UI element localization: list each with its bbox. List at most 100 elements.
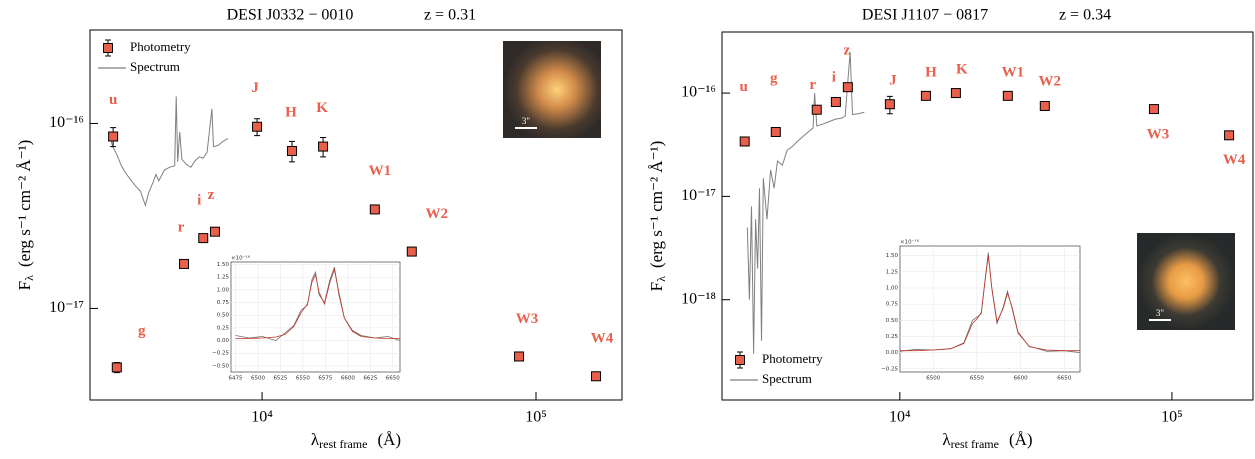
- band-label: W4: [591, 331, 614, 347]
- inset-y-tick-label: 1.50: [217, 262, 230, 268]
- x-label-unit: (Å): [1009, 430, 1033, 449]
- photometry-point: [1224, 130, 1235, 141]
- band-label: J: [251, 80, 259, 96]
- photometry-point: [111, 362, 122, 373]
- photometry-point: [830, 96, 841, 107]
- y-label-subscript: λ: [654, 276, 668, 282]
- y-label-unit: (erg s⁻¹ cm⁻² Å⁻¹): [15, 140, 34, 267]
- band-label: g: [138, 323, 146, 339]
- photometry-point: [252, 121, 263, 132]
- inset-x-tick-label: 6500: [926, 376, 940, 382]
- x-label-symbol: λ: [942, 430, 951, 449]
- y-tick-label: 10⁻¹⁶: [681, 84, 716, 101]
- inset-y-tick-label: −0.25: [881, 366, 898, 372]
- inset-x-tick-label: 6500: [251, 376, 265, 382]
- x-axis-label: λrest frame (Å): [942, 430, 1032, 451]
- inset-line: [900, 255, 1080, 352]
- inset-x-tick-label: 6625: [363, 376, 377, 382]
- band-label: i: [197, 193, 201, 209]
- band-label: g: [770, 70, 778, 86]
- band-label: W4: [1223, 152, 1246, 168]
- band-label: W3: [516, 311, 539, 327]
- inset-y-tick-label: 0.00: [886, 350, 899, 356]
- x-axis-label: λrest frame (Å): [311, 430, 401, 451]
- photometry-point: [198, 233, 209, 244]
- band-label: r: [178, 219, 185, 235]
- inset-y-tick-label: 0.25: [217, 325, 230, 331]
- chart-title: DESI J0332 − 0010: [227, 7, 354, 24]
- x-tick-label: 10⁴: [251, 409, 273, 426]
- galaxy-thumbnail: [503, 41, 601, 138]
- inset: 6500 6550 6600 6650 −0.25 0.00 0.25 0.50 0.75 1.0…: [881, 239, 1081, 382]
- inset-x-tick-label: 6575: [318, 376, 332, 382]
- photometry-point: [1039, 100, 1050, 111]
- chart-title: DESI J1107 − 0817: [862, 7, 988, 24]
- band-label: J: [889, 73, 897, 89]
- galaxy-thumbnail: [1137, 233, 1235, 330]
- spectrum-line: [746, 51, 865, 354]
- legend-marker: [103, 43, 113, 53]
- band-label: W1: [1002, 64, 1025, 80]
- photometry-point: [739, 136, 750, 147]
- inset-y-tick-label: 0.50: [886, 318, 899, 324]
- y-tick-label: 10⁻¹⁷: [49, 299, 84, 316]
- plot-frame: [89, 29, 623, 401]
- photometry-point: [514, 351, 525, 362]
- x-label-symbol: λ: [311, 430, 320, 449]
- inset-frame: [899, 245, 1081, 373]
- photometry-point: [1148, 104, 1159, 115]
- x-tick-label: 10⁴: [889, 409, 911, 426]
- inset-y-tick-label: 1.50: [886, 253, 899, 259]
- y-label-subscript: λ: [22, 275, 36, 281]
- band-label: i: [832, 69, 836, 85]
- y-label-symbol: F: [15, 281, 34, 290]
- band-label: W2: [1039, 73, 1062, 89]
- x-label-subscript: rest frame: [319, 437, 367, 451]
- inset-frame: [230, 261, 401, 373]
- band-label: K: [956, 62, 968, 78]
- y-tick-label: 10⁻¹⁶: [49, 114, 84, 131]
- band-label: z: [844, 43, 851, 59]
- y-axis-label: Fλ (erg s⁻¹ cm⁻² Å⁻¹): [647, 141, 668, 292]
- photometry-point: [318, 141, 329, 152]
- inset-y-tick-label: 0.00: [217, 338, 230, 344]
- x-tick-label: 10⁵: [525, 409, 547, 426]
- photometry-point: [108, 131, 119, 142]
- inset-y-tick-label: −0.50: [212, 363, 229, 369]
- band-label: H: [925, 64, 937, 80]
- band-label: K: [316, 100, 328, 116]
- legend-label: Photometry: [130, 39, 191, 54]
- photometry-point: [770, 126, 781, 137]
- band-label: z: [208, 187, 215, 203]
- plot-frame: [721, 31, 1254, 401]
- inset-x-tick-label: 6475: [228, 376, 242, 382]
- photometry-point: [369, 204, 380, 215]
- photometry-point: [179, 258, 190, 269]
- inset-y-tick-label: 0.50: [217, 313, 230, 319]
- legend-label: Spectrum: [762, 371, 812, 386]
- photometry-point: [842, 82, 853, 93]
- inset-y-tick-label: 1.25: [217, 275, 230, 281]
- inset: 6475 6500 6525 6550 6575 6600 6625 6650 −0.50 −0.…: [212, 255, 401, 382]
- photometry-point: [406, 246, 417, 257]
- y-tick-label: 10⁻¹⁸: [681, 290, 716, 307]
- photometry-point: [920, 90, 931, 101]
- band-label: W3: [1147, 127, 1170, 143]
- x-label-unit: (Å): [377, 430, 401, 449]
- x-tick-label: 10⁵: [1161, 409, 1183, 426]
- inset-y-tick-label: 1.00: [886, 286, 899, 292]
- photometry-point: [811, 104, 822, 115]
- y-axis-label: Fλ (erg s⁻¹ cm⁻² Å⁻¹): [15, 140, 36, 291]
- band-label: u: [109, 92, 117, 108]
- inset-y-tick-label: 1.25: [886, 269, 899, 275]
- inset-x-tick-label: 6525: [273, 376, 287, 382]
- chart-subtitle: z = 0.34: [1059, 7, 1111, 24]
- legend-label: Photometry: [762, 351, 823, 366]
- inset-x-tick-label: 6600: [341, 376, 355, 382]
- photometry-point: [286, 145, 297, 156]
- legend-label: Spectrum: [130, 59, 180, 74]
- photometry-point: [950, 88, 961, 99]
- band-label: u: [740, 79, 748, 95]
- photometry-point: [1002, 90, 1013, 101]
